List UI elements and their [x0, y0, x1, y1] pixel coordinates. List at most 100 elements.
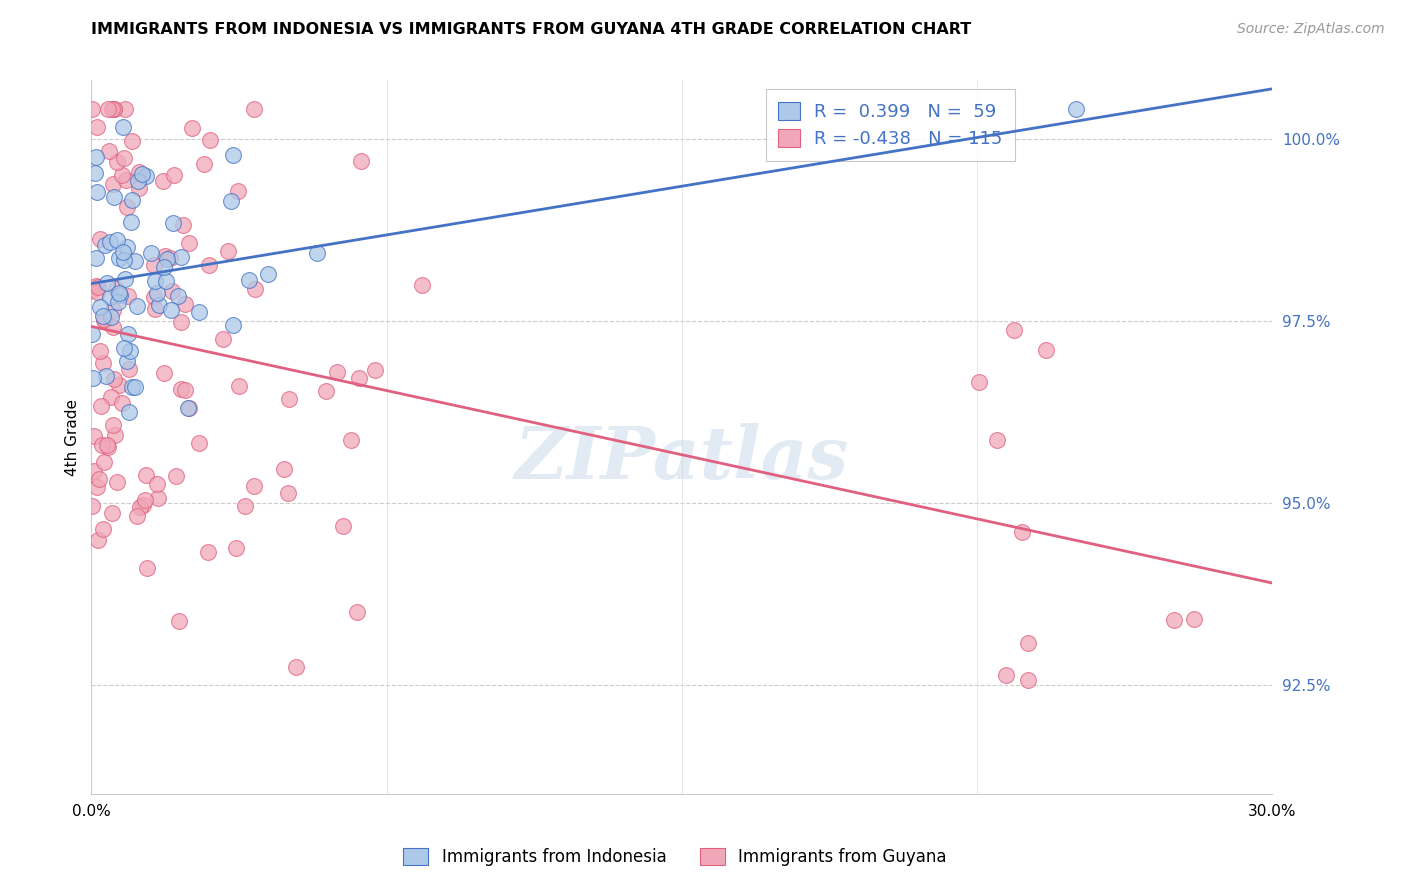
Point	[82, 327, 104, 342]
Point	[162, 217, 184, 231]
Point	[277, 392, 299, 406]
Point	[87, 280, 110, 294]
Point	[111, 396, 134, 410]
Point	[111, 120, 134, 134]
Point	[1163, 614, 1185, 628]
Point	[82, 370, 104, 384]
Point	[156, 252, 179, 266]
Point	[93, 312, 115, 326]
Point	[86, 480, 108, 494]
Point	[187, 305, 209, 319]
Point	[1002, 323, 1025, 337]
Point	[135, 169, 157, 183]
Point	[174, 383, 197, 397]
Point	[124, 380, 146, 394]
Point	[112, 151, 135, 165]
Point	[91, 356, 114, 370]
Point	[114, 272, 136, 286]
Point	[315, 384, 337, 398]
Point	[131, 167, 153, 181]
Point	[146, 491, 169, 505]
Point	[1035, 343, 1057, 357]
Point	[84, 251, 107, 265]
Point	[117, 289, 139, 303]
Point	[97, 441, 120, 455]
Point	[103, 372, 125, 386]
Point	[121, 134, 143, 148]
Point	[145, 302, 167, 317]
Point	[108, 288, 131, 302]
Point	[118, 362, 141, 376]
Point	[104, 428, 127, 442]
Point	[242, 103, 264, 117]
Point	[112, 253, 135, 268]
Point	[105, 155, 128, 169]
Point	[84, 150, 107, 164]
Point	[986, 433, 1008, 447]
Point	[238, 273, 260, 287]
Point	[967, 375, 990, 389]
Point	[103, 302, 125, 317]
Point	[107, 286, 129, 301]
Point	[93, 311, 115, 326]
Point	[277, 486, 299, 500]
Point	[112, 341, 135, 355]
Point	[84, 165, 107, 179]
Point	[136, 560, 159, 574]
Point	[100, 390, 122, 404]
Point	[100, 235, 122, 250]
Point	[128, 165, 150, 179]
Point	[994, 667, 1017, 681]
Point	[89, 399, 111, 413]
Point	[98, 144, 121, 158]
Point	[101, 506, 124, 520]
Point	[117, 326, 139, 341]
Point	[100, 103, 122, 117]
Point	[127, 174, 149, 188]
Point	[121, 380, 143, 394]
Point	[91, 522, 114, 536]
Text: ZIPatlas: ZIPatlas	[515, 423, 849, 494]
Point	[233, 499, 256, 513]
Point	[87, 472, 110, 486]
Point	[165, 469, 187, 483]
Point	[145, 477, 167, 491]
Point	[86, 285, 108, 299]
Point	[132, 498, 155, 512]
Point	[83, 428, 105, 442]
Point	[83, 464, 105, 478]
Point	[1182, 612, 1205, 626]
Point	[176, 401, 198, 415]
Point	[89, 232, 111, 246]
Point	[89, 301, 111, 315]
Point	[166, 289, 188, 303]
Legend: Immigrants from Indonesia, Immigrants from Guyana: Immigrants from Indonesia, Immigrants fr…	[395, 840, 955, 875]
Point	[84, 279, 107, 293]
Point	[155, 250, 177, 264]
Point	[217, 244, 239, 258]
Point	[1017, 673, 1039, 687]
Point	[148, 298, 170, 312]
Point	[257, 267, 280, 281]
Point	[91, 309, 114, 323]
Point	[1064, 103, 1087, 117]
Point	[222, 318, 245, 333]
Point	[112, 245, 135, 260]
Point	[160, 302, 183, 317]
Point	[82, 283, 104, 297]
Point	[124, 253, 146, 268]
Point	[163, 169, 186, 183]
Point	[114, 103, 136, 117]
Point	[89, 343, 111, 358]
Point	[86, 120, 108, 134]
Point	[107, 295, 129, 310]
Point	[105, 475, 128, 489]
Point	[142, 258, 165, 272]
Point	[98, 290, 121, 304]
Point	[125, 299, 148, 313]
Point	[152, 174, 174, 188]
Point	[128, 181, 150, 195]
Point	[111, 168, 134, 182]
Point	[86, 533, 108, 548]
Point	[115, 173, 138, 187]
